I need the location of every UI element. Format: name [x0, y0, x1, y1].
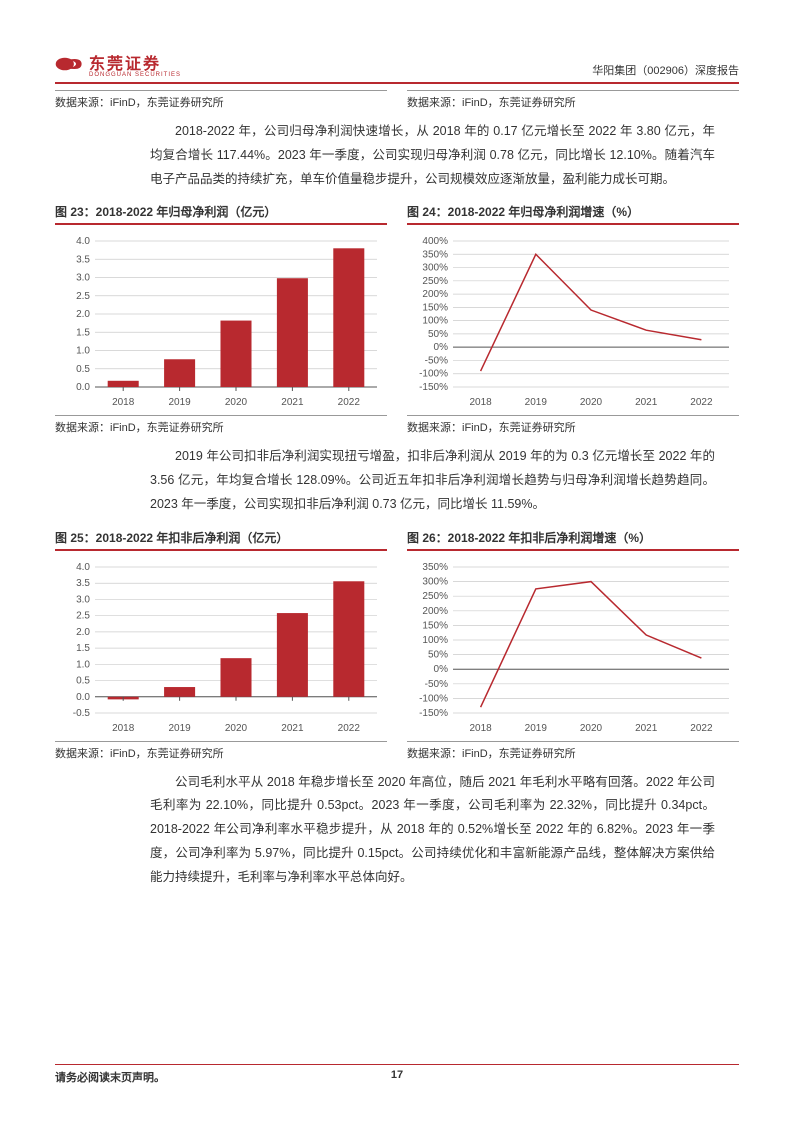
svg-text:0%: 0%	[434, 664, 449, 675]
svg-text:2022: 2022	[690, 723, 713, 734]
svg-text:2.5: 2.5	[76, 291, 90, 302]
source-right: 数据来源：iFinD，东莞证券研究所	[407, 90, 739, 110]
svg-text:0.5: 0.5	[76, 675, 90, 686]
svg-text:3.0: 3.0	[76, 273, 90, 284]
svg-text:-50%: -50%	[425, 678, 448, 689]
svg-text:1.0: 1.0	[76, 346, 90, 357]
svg-text:-150%: -150%	[419, 708, 448, 719]
svg-text:350%: 350%	[422, 562, 448, 573]
svg-text:2.5: 2.5	[76, 610, 90, 621]
source-left: 数据来源：iFinD，东莞证券研究所	[55, 741, 387, 761]
svg-text:0.5: 0.5	[76, 364, 90, 375]
page-footer: 请务必阅读末页声明。 17	[55, 1064, 739, 1085]
svg-text:200%: 200%	[422, 289, 448, 300]
svg-text:300%: 300%	[422, 576, 448, 587]
svg-text:1.5: 1.5	[76, 328, 90, 339]
footer-disclaimer: 请务必阅读末页声明。	[55, 1069, 165, 1085]
svg-text:0.0: 0.0	[76, 691, 90, 702]
svg-text:0%: 0%	[434, 342, 449, 353]
chart-24-block: 图 24：2018-2022 年归母净利润增速（%） -150% -100% -50…	[407, 203, 739, 411]
paragraph-3: 公司毛利水平从 2018 年稳步增长至 2020 年高位，随后 2021 年毛利…	[150, 771, 715, 890]
source-left: 数据来源：iFinD，东莞证券研究所	[55, 90, 387, 110]
svg-text:2020: 2020	[580, 397, 603, 408]
source-row-3: 数据来源：iFinD，东莞证券研究所 数据来源：iFinD，东莞证券研究所	[55, 741, 739, 761]
svg-text:-0.5: -0.5	[73, 708, 91, 719]
page-number: 17	[391, 1069, 403, 1081]
svg-text:2022: 2022	[338, 397, 361, 408]
chart-26-block: 图 26：2018-2022 年扣非后净利润增速（%） -150% -100% -5…	[407, 529, 739, 737]
svg-text:2019: 2019	[525, 397, 548, 408]
svg-text:-50%: -50%	[425, 356, 448, 367]
svg-text:400%: 400%	[422, 236, 448, 247]
source-row-top: 数据来源：iFinD，东莞证券研究所 数据来源：iFinD，东莞证券研究所	[55, 90, 739, 110]
svg-text:2020: 2020	[225, 397, 248, 408]
chart-25: -0.5 0.0 0.5 1.0 1.5 2.0 2.5 3.0 3.5 4.0 2018 2019 2…	[55, 557, 387, 737]
svg-text:50%: 50%	[428, 329, 448, 340]
source-right: 数据来源：iFinD，东莞证券研究所	[407, 415, 739, 435]
svg-text:-150%: -150%	[419, 382, 448, 393]
svg-text:200%: 200%	[422, 605, 448, 616]
chart-24: -150% -100% -50% 0% 50% 100% 150% 200% 250% 300% 3…	[407, 231, 739, 411]
svg-text:2021: 2021	[281, 723, 304, 734]
svg-text:100%: 100%	[422, 635, 448, 646]
svg-text:2018: 2018	[469, 723, 492, 734]
svg-text:2019: 2019	[168, 397, 191, 408]
source-left: 数据来源：iFinD，东莞证券研究所	[55, 415, 387, 435]
svg-text:2022: 2022	[690, 397, 713, 408]
paragraph-2: 2019 年公司扣非后净利润实现扭亏增盈，扣非后净利润从 2019 年的为 0.…	[150, 445, 715, 516]
svg-text:3.0: 3.0	[76, 594, 90, 605]
svg-text:2021: 2021	[281, 397, 304, 408]
svg-text:350%: 350%	[422, 250, 448, 261]
svg-text:2021: 2021	[635, 397, 658, 408]
source-right: 数据来源：iFinD，东莞证券研究所	[407, 741, 739, 761]
svg-text:2019: 2019	[525, 723, 548, 734]
svg-text:2018: 2018	[112, 723, 135, 734]
svg-text:300%: 300%	[422, 263, 448, 274]
svg-text:50%: 50%	[428, 649, 448, 660]
svg-text:2018: 2018	[112, 397, 135, 408]
svg-text:2.0: 2.0	[76, 309, 90, 320]
svg-text:0.0: 0.0	[76, 382, 90, 393]
svg-text:4.0: 4.0	[76, 236, 90, 247]
chart-23: 0.0 0.5 1.0 1.5 2.0 2.5 3.0 3.5 4.0 2018 2019 2020 2…	[55, 231, 387, 411]
svg-text:100%: 100%	[422, 316, 448, 327]
logo-icon	[55, 55, 83, 73]
chart-26: -150% -100% -50% 0% 50% 100% 150% 200% 250% 300% 3…	[407, 557, 739, 737]
svg-text:4.0: 4.0	[76, 562, 90, 573]
chart-pair-1: 图 23：2018-2022 年归母净利润（亿元） 0.0 0.5 1.0 1.5 2.…	[55, 203, 739, 411]
svg-text:1.0: 1.0	[76, 659, 90, 670]
svg-text:2019: 2019	[168, 723, 191, 734]
page-header: 东莞证券 DONGGUAN SECURITIES 华阳集团（002906）深度报…	[55, 50, 739, 84]
logo-text: 东莞证券	[89, 50, 181, 74]
report-title: 华阳集团（002906）深度报告	[592, 62, 739, 78]
svg-text:2020: 2020	[580, 723, 603, 734]
svg-text:2.0: 2.0	[76, 626, 90, 637]
svg-text:1.5: 1.5	[76, 643, 90, 654]
logo-subtext: DONGGUAN SECURITIES	[89, 72, 181, 78]
svg-text:2018: 2018	[469, 397, 492, 408]
chart-23-block: 图 23：2018-2022 年归母净利润（亿元） 0.0 0.5 1.0 1.5 2.…	[55, 203, 387, 411]
chart-24-title: 图 24：2018-2022 年归母净利润增速（%）	[407, 203, 739, 225]
svg-text:-100%: -100%	[419, 369, 448, 380]
svg-text:2022: 2022	[338, 723, 361, 734]
chart-25-title: 图 25：2018-2022 年扣非后净利润（亿元）	[55, 529, 387, 551]
svg-text:150%: 150%	[422, 620, 448, 631]
svg-text:2021: 2021	[635, 723, 658, 734]
chart-23-title: 图 23：2018-2022 年归母净利润（亿元）	[55, 203, 387, 225]
svg-text:250%: 250%	[422, 591, 448, 602]
svg-text:-100%: -100%	[419, 693, 448, 704]
svg-text:3.5: 3.5	[76, 255, 90, 266]
source-row-2: 数据来源：iFinD，东莞证券研究所 数据来源：iFinD，东莞证券研究所	[55, 415, 739, 435]
svg-text:2020: 2020	[225, 723, 248, 734]
paragraph-1: 2018-2022 年，公司归母净利润快速增长，从 2018 年的 0.17 亿…	[150, 120, 715, 191]
chart-26-title: 图 26：2018-2022 年扣非后净利润增速（%）	[407, 529, 739, 551]
svg-text:250%: 250%	[422, 276, 448, 287]
chart-pair-2: 图 25：2018-2022 年扣非后净利润（亿元） -0.5 0.0 0.5 1.0…	[55, 529, 739, 737]
svg-text:3.5: 3.5	[76, 578, 90, 589]
chart-25-block: 图 25：2018-2022 年扣非后净利润（亿元） -0.5 0.0 0.5 1.0…	[55, 529, 387, 737]
svg-text:150%: 150%	[422, 303, 448, 314]
logo: 东莞证券 DONGGUAN SECURITIES	[55, 50, 181, 78]
